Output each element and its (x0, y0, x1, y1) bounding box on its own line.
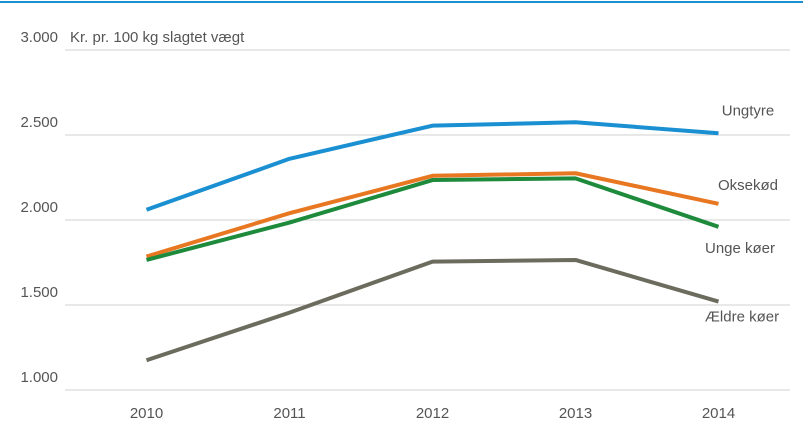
y-tick-label: 3.000 (20, 29, 58, 46)
series-label: Unge køer (705, 240, 775, 257)
series-label: Ungtyre (722, 102, 775, 119)
x-tick-label: 2014 (702, 405, 735, 422)
x-tick-label: 2011 (273, 405, 305, 422)
y-tick-label: 2.000 (20, 199, 58, 216)
series-line (145, 176, 720, 262)
y-tick-label: 1.000 (20, 369, 58, 386)
series-line (145, 171, 719, 259)
y-tick-label: 1.500 (20, 284, 58, 301)
x-tick-label: 2012 (416, 405, 449, 422)
series-line (145, 257, 720, 363)
x-tick-label: 2010 (130, 405, 163, 422)
series-label: Ældre køer (705, 309, 779, 326)
x-tick-label: 2013 (559, 405, 592, 422)
series-label: Oksekød (718, 177, 778, 194)
y-tick-label: 2.500 (20, 114, 58, 131)
series-line (145, 120, 719, 212)
y-axis-label: Kr. pr. 100 kg slagtet vægt (70, 29, 245, 46)
